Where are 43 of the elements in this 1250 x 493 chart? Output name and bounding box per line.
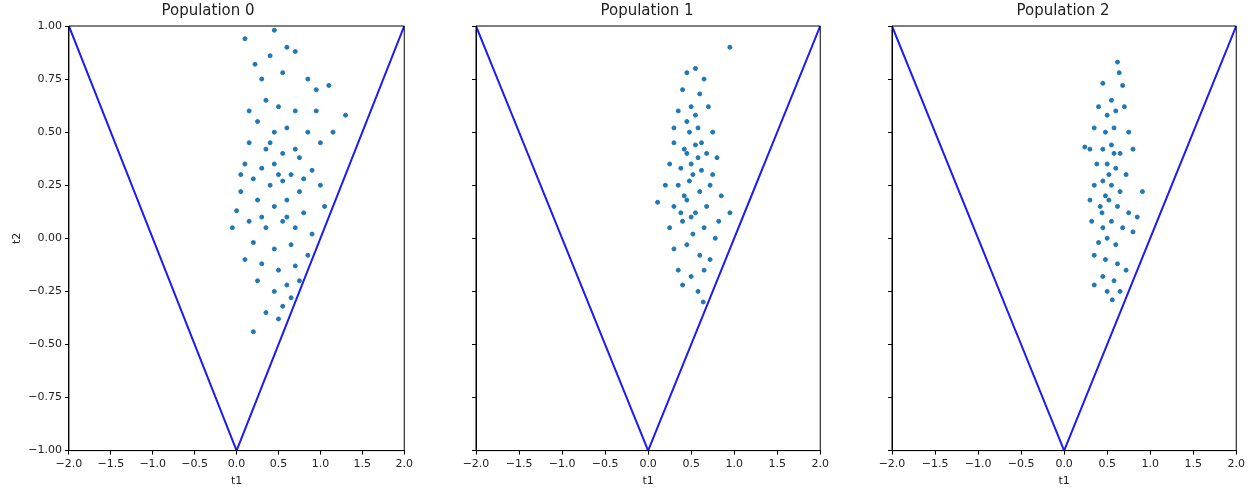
y-tick-label: −0.50	[28, 337, 62, 351]
x-tick-label: −1.0	[964, 457, 992, 471]
y-tick-label: −0.25	[28, 284, 62, 298]
y-tick-label: 0.00	[37, 231, 62, 245]
x-axis-title: t1	[642, 474, 654, 488]
x-tick-label: −0.5	[181, 457, 209, 471]
y-axis-title: t2	[10, 232, 24, 244]
x-tick-label: 2.0	[811, 457, 829, 471]
x-tick-label: −1.5	[505, 457, 533, 471]
x-tick-label: 0.0	[639, 457, 657, 471]
x-tick-label: 0.0	[227, 457, 246, 471]
x-tick-label: 1.0	[725, 457, 743, 471]
x-tick-label: 2.0	[395, 457, 413, 471]
x-tick-label: 0.5	[269, 457, 288, 471]
x-tick-label: −0.5	[1007, 457, 1035, 471]
x-tick-label: 1.5	[1184, 457, 1202, 471]
x-tick-label: 2.0	[1227, 457, 1245, 471]
x-tick-label: −1.0	[548, 457, 576, 471]
x-tick-label: −1.5	[97, 457, 125, 471]
x-tick-label: 1.5	[768, 457, 786, 471]
x-tick-label: 1.0	[311, 457, 330, 471]
y-tick-label: 0.75	[37, 71, 62, 85]
x-tick-label: 0.0	[1055, 457, 1073, 471]
y-tick-label: 0.50	[37, 125, 62, 139]
x-tick-label: 0.5	[1098, 457, 1116, 471]
x-tick-label: 1.5	[353, 457, 372, 471]
chart-title: Population 2	[1016, 0, 1110, 19]
chart-title: Population 1	[600, 0, 694, 19]
x-tick-label: −0.5	[591, 457, 619, 471]
x-tick-label: −1.0	[139, 457, 167, 471]
chart-title: Population 0	[161, 0, 255, 19]
x-tick-label: −1.5	[921, 457, 949, 471]
y-tick-label: 1.00	[37, 18, 62, 32]
x-axis-title: t1	[230, 474, 243, 488]
x-tick-label: 1.0	[1141, 457, 1159, 471]
x-tick-label: −2.0	[462, 457, 490, 471]
x-tick-label: −2.0	[878, 457, 906, 471]
y-tick-label: −0.75	[28, 390, 62, 404]
y-tick-label: −1.00	[28, 443, 62, 457]
x-axis-title: t1	[1058, 474, 1070, 488]
y-tick-label: 0.25	[37, 178, 62, 192]
x-tick-label: 0.5	[682, 457, 700, 471]
x-tick-label: −2.0	[55, 457, 83, 471]
